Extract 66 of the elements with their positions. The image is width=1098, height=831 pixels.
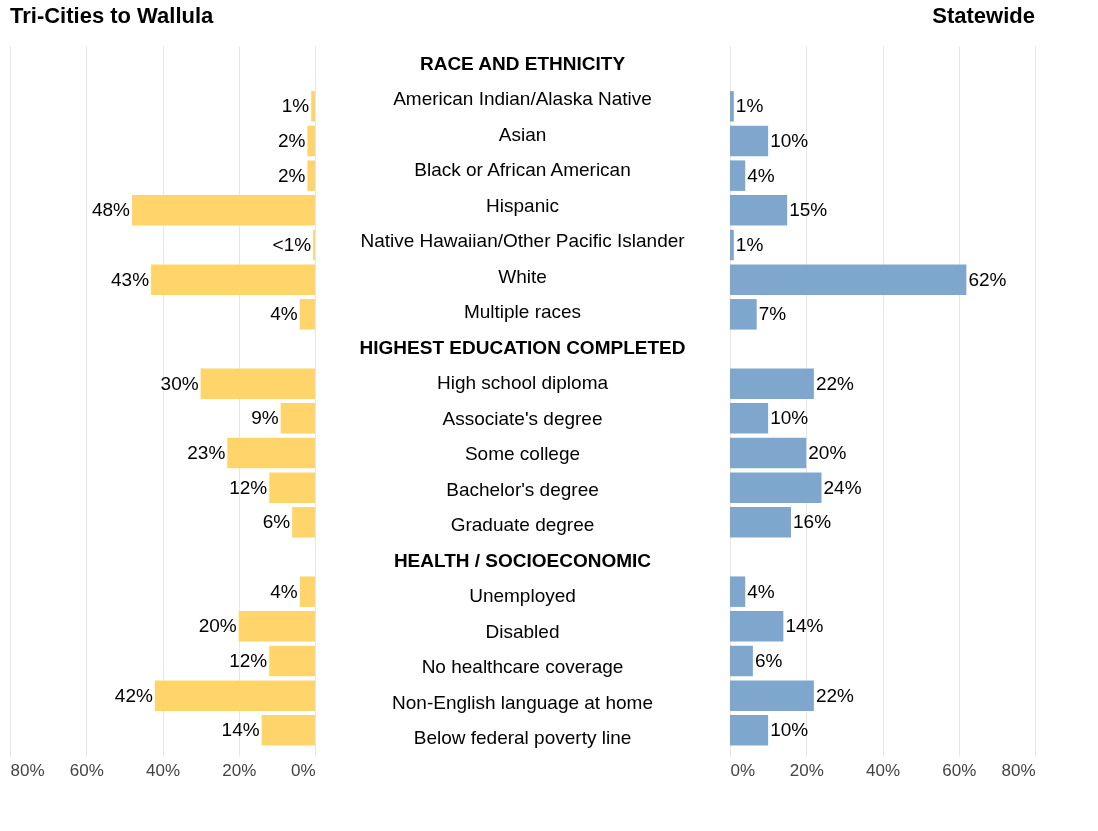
- chart-title: Tri-Cities to Wallula: [10, 3, 215, 28]
- y-tick-label: HIGHEST EDUCATION COMPLETED: [359, 336, 686, 358]
- x-tick-label: 20%: [222, 760, 257, 780]
- data-label: 4%: [270, 303, 298, 325]
- y-tick-label: Graduate degree: [450, 514, 595, 536]
- data-label: 10%: [770, 129, 809, 151]
- x-tick-label: 80%: [10, 760, 45, 780]
- data-label: 12%: [229, 650, 268, 672]
- data-label: 1%: [735, 95, 764, 117]
- y-tick-label: RACE AND ETHNICITY: [419, 52, 626, 74]
- data-label: 15%: [789, 199, 828, 221]
- y-tick-label: Disabled: [485, 620, 560, 642]
- data-label: 16%: [793, 511, 832, 533]
- data-label: 42%: [114, 684, 153, 706]
- data-label: 20%: [198, 615, 237, 637]
- data-label: 9%: [251, 407, 279, 429]
- data-label: 4%: [747, 164, 775, 186]
- data-label: 20%: [808, 442, 847, 463]
- data-label: <1%: [272, 233, 312, 255]
- x-tick-label: 0%: [730, 760, 756, 780]
- y-tick-label: Below federal poverty line: [413, 727, 632, 749]
- y-tick-label: Unemployed: [469, 585, 576, 607]
- data-label: 48%: [91, 199, 131, 221]
- data-label: 22%: [815, 684, 855, 706]
- y-tick-label: Associate's degree: [442, 407, 603, 429]
- data-label: 1%: [735, 233, 764, 255]
- data-label: 10%: [770, 407, 809, 429]
- y-tick-label: American Indian/Alaska Native: [393, 88, 652, 110]
- y-tick-label: High school diploma: [436, 372, 609, 394]
- data-label: 14%: [221, 719, 260, 741]
- data-label: 14%: [785, 615, 824, 637]
- x-tick-label: 40%: [145, 760, 181, 780]
- data-label: 12%: [229, 476, 268, 498]
- data-label: 1%: [281, 95, 310, 117]
- x-tick-label: 60%: [942, 760, 977, 780]
- data-label: 2%: [277, 164, 306, 186]
- data-label: 4%: [270, 580, 298, 602]
- x-tick-label: 80%: [1001, 760, 1036, 780]
- data-label: 2%: [277, 129, 306, 151]
- y-tick-label: No healthcare coverage: [421, 656, 624, 678]
- data-label: 7%: [758, 303, 787, 325]
- y-tick-label: White: [498, 265, 547, 287]
- data-label: 30%: [160, 372, 199, 394]
- y-tick-label: Bachelor's degree: [446, 478, 599, 500]
- x-tick-label: 0%: [290, 760, 316, 780]
- chart-title: Statewide: [932, 3, 1035, 28]
- x-tick-label: 20%: [789, 760, 824, 780]
- data-label: 6%: [262, 511, 291, 533]
- y-tick-label: Hispanic: [486, 194, 559, 216]
- data-label: 43%: [111, 268, 150, 290]
- data-label: 23%: [187, 442, 226, 463]
- y-tick-label: Asian: [498, 123, 547, 145]
- y-tick-label: Native Hawaiian/Other Pacific Islander: [360, 230, 686, 252]
- data-label: 24%: [823, 476, 862, 498]
- data-label: 62%: [968, 268, 1007, 290]
- y-tick-label: Multiple races: [463, 301, 582, 323]
- data-label: 6%: [754, 650, 783, 672]
- data-label: 4%: [747, 580, 775, 602]
- data-label: 10%: [770, 719, 809, 741]
- y-tick-label: Black or African American: [414, 159, 631, 181]
- data-label: 22%: [815, 372, 855, 394]
- y-tick-label: Non-English language at home: [392, 691, 653, 713]
- x-tick-label: 60%: [69, 760, 104, 780]
- y-tick-label: HEALTH / SOCIOECONOMIC: [393, 549, 652, 571]
- x-tick-label: 40%: [865, 760, 901, 780]
- y-tick-label: Some college: [464, 443, 581, 465]
